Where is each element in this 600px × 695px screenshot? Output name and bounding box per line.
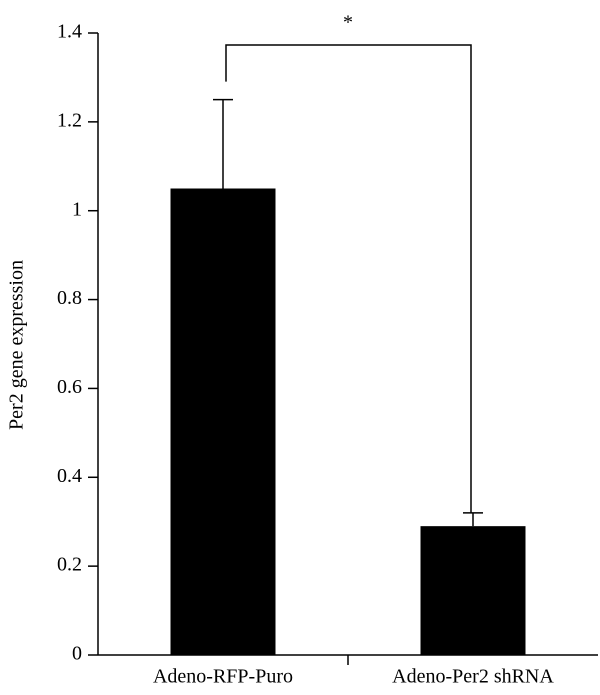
bar xyxy=(420,526,526,655)
bar xyxy=(170,188,276,655)
annotation: * xyxy=(343,12,353,34)
y-tick-label: 0.4 xyxy=(57,465,82,487)
x-tick-label: Adeno-Per2 shRNA xyxy=(392,666,554,688)
y-tick-label: 0 xyxy=(72,643,82,665)
x-tick-label: Adeno-RFP-Puro xyxy=(153,666,293,688)
y-tick-label: 1.4 xyxy=(57,21,82,43)
y-tick-label: 0.6 xyxy=(57,376,82,398)
y-axis-label: Per2 gene expression xyxy=(6,260,28,430)
error-bar xyxy=(463,512,483,527)
significance-bracket xyxy=(225,44,472,513)
y-tick-label: 0.2 xyxy=(57,554,82,576)
y-tick-label: 0.8 xyxy=(57,287,82,309)
y-tick-label: 1 xyxy=(72,198,82,220)
y-tick-label: 1.2 xyxy=(57,109,82,131)
error-bar xyxy=(213,98,233,189)
